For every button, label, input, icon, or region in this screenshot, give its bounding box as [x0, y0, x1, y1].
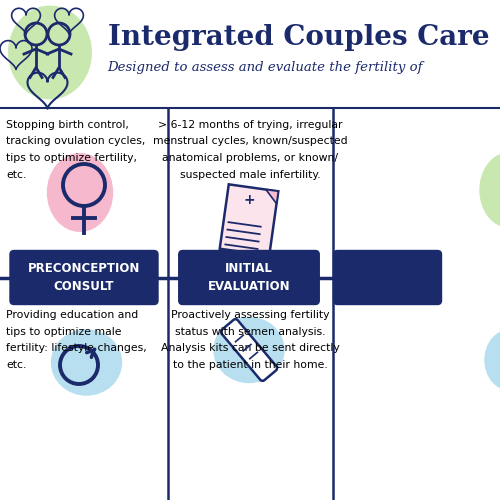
FancyBboxPatch shape [220, 184, 278, 256]
Ellipse shape [9, 6, 91, 99]
Ellipse shape [485, 330, 500, 390]
Ellipse shape [480, 152, 500, 228]
Text: anatomical problems, or known/: anatomical problems, or known/ [162, 153, 338, 163]
Text: fertility: lifestyle changes,: fertility: lifestyle changes, [6, 343, 147, 353]
Ellipse shape [48, 154, 112, 231]
FancyBboxPatch shape [221, 319, 277, 381]
Text: Analysis kits can be sent directly: Analysis kits can be sent directly [160, 343, 340, 353]
Text: tips to optimize fertility,: tips to optimize fertility, [6, 153, 137, 163]
Ellipse shape [214, 318, 284, 382]
Text: menstrual cycles, known/suspected: menstrual cycles, known/suspected [152, 136, 348, 146]
Text: Designed to assess and evaluate the fertility of: Designed to assess and evaluate the fert… [108, 61, 423, 74]
FancyBboxPatch shape [334, 250, 442, 304]
Text: Stopping birth control,: Stopping birth control, [6, 120, 129, 130]
Text: Integrated Couples Care: Integrated Couples Care [108, 24, 489, 51]
Text: +: + [244, 193, 255, 207]
Ellipse shape [52, 330, 122, 395]
Text: status with semen analysis.: status with semen analysis. [175, 326, 325, 336]
FancyBboxPatch shape [179, 250, 320, 304]
Polygon shape [266, 190, 278, 203]
Text: INITIAL
EVALUATION: INITIAL EVALUATION [208, 262, 290, 293]
Text: Providing education and: Providing education and [6, 310, 138, 320]
Text: tracking ovulation cycles,: tracking ovulation cycles, [6, 136, 145, 146]
FancyBboxPatch shape [10, 250, 158, 304]
Text: to the patient in their home.: to the patient in their home. [172, 360, 328, 370]
Text: suspected male infertility.: suspected male infertility. [180, 170, 320, 179]
Text: etc.: etc. [6, 170, 26, 179]
Text: tips to optimize male: tips to optimize male [6, 326, 121, 336]
Text: etc.: etc. [6, 360, 26, 370]
Text: Proactively assessing fertility: Proactively assessing fertility [171, 310, 329, 320]
Text: > 6-12 months of trying, irregular: > 6-12 months of trying, irregular [158, 120, 342, 130]
Text: PRECONCEPTION
CONSULT: PRECONCEPTION CONSULT [28, 262, 140, 293]
